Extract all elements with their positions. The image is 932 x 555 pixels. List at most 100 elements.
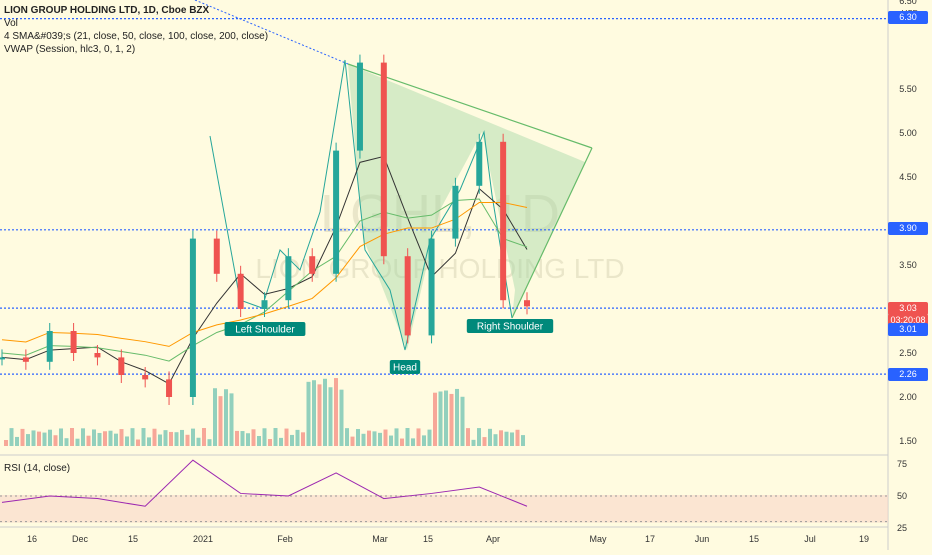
volume-bar xyxy=(367,430,371,446)
volume-bar xyxy=(141,428,146,446)
volume-bar xyxy=(251,429,256,446)
candle-body xyxy=(404,256,411,336)
volume-bar xyxy=(75,438,80,446)
volume-bar xyxy=(361,433,366,446)
time-tick-label: 16 xyxy=(27,534,37,544)
time-tick-label: May xyxy=(589,534,607,544)
volume-bar xyxy=(262,428,267,446)
symbol-title[interactable]: LION GROUP HOLDING LTD, 1D, Cboe BZX xyxy=(4,5,210,16)
right-shoulder-tag-text: Right Shoulder xyxy=(477,322,544,333)
time-tick-label: 15 xyxy=(749,534,759,544)
candle-body xyxy=(118,357,125,375)
volume-bar xyxy=(114,433,118,446)
volume-bar xyxy=(240,431,245,446)
candle-body xyxy=(166,379,173,397)
head-tag-text: Head xyxy=(393,363,417,374)
volume-bar xyxy=(224,389,228,446)
volume-bar xyxy=(130,428,135,446)
volume-bar xyxy=(268,439,272,446)
volume-bar xyxy=(37,431,41,446)
volume-bar xyxy=(482,437,487,446)
volume-bar xyxy=(53,435,58,446)
volume-bar xyxy=(196,437,201,446)
volume-bar xyxy=(9,428,14,446)
volume-bar xyxy=(471,439,476,446)
time-tick-label: Apr xyxy=(486,534,500,544)
level-badge-low-b: 2.26 xyxy=(888,368,928,381)
volume-bar xyxy=(422,435,426,446)
rsi-band xyxy=(0,495,888,523)
rsi-tick-label: 25 xyxy=(897,523,907,533)
volume-bar xyxy=(317,384,322,446)
volume-bar xyxy=(152,428,157,446)
volume-bar xyxy=(158,434,162,446)
volume-bar xyxy=(438,391,443,446)
volume-bar xyxy=(59,428,63,446)
volume-bar xyxy=(328,387,333,446)
sma-label[interactable]: 4 SMA&#039;s (21, close, 50, close, 100,… xyxy=(4,31,269,42)
volume-bar xyxy=(81,428,85,446)
rsi-label[interactable]: RSI (14, close) xyxy=(4,463,71,474)
volume-bar xyxy=(345,428,349,446)
neckline-top xyxy=(347,63,593,149)
time-tick-label: Jun xyxy=(695,534,710,544)
candle-body xyxy=(476,141,483,186)
volume-bar xyxy=(207,439,212,446)
candle-body xyxy=(46,331,53,362)
volume-bar xyxy=(163,430,168,446)
volume-bar xyxy=(334,378,338,446)
volume-bar xyxy=(378,432,382,446)
candle-body xyxy=(189,238,196,397)
volume-bar xyxy=(477,428,481,446)
volume-bar xyxy=(257,436,261,446)
volume-bar xyxy=(444,390,448,446)
volume-bar xyxy=(301,432,305,446)
rsi-tick-label: 75 xyxy=(897,459,907,469)
candle-body xyxy=(237,273,244,309)
price-tick-label: 2.50 xyxy=(899,348,917,358)
volume-bar xyxy=(125,436,129,446)
volume-bar xyxy=(48,429,52,446)
volume-bar xyxy=(488,428,492,446)
volume-bar xyxy=(136,439,140,446)
volume-bar xyxy=(466,428,470,446)
volume-bar xyxy=(70,428,74,446)
volume-bar xyxy=(119,429,124,446)
volume-bar xyxy=(169,431,173,446)
left-shoulder-tag-text: Left Shoulder xyxy=(235,325,295,336)
volume-bar xyxy=(339,389,344,446)
candle-body xyxy=(428,238,435,336)
volume-bar xyxy=(273,428,278,446)
volume-bar xyxy=(15,436,19,446)
volume-bar xyxy=(295,429,300,446)
volume-bar xyxy=(372,431,377,446)
head-tag-bg xyxy=(389,360,421,374)
volume-bar xyxy=(350,436,355,446)
vwap-label[interactable]: VWAP (Session, hlc3, 0, 1, 2) xyxy=(4,44,136,55)
price-tick-label: 6.50 xyxy=(899,0,917,6)
candle-body xyxy=(524,300,530,307)
volume-bar xyxy=(97,432,102,446)
volume-bar xyxy=(416,428,421,446)
volume-bar xyxy=(284,428,289,446)
candle-body xyxy=(0,357,5,360)
candle-body xyxy=(94,353,101,358)
level-badge-low-a: 3.01 xyxy=(888,323,928,336)
candle-body xyxy=(380,62,387,257)
volume-bar xyxy=(26,434,30,446)
volume-label[interactable]: Vol xyxy=(4,18,18,29)
volume-bar xyxy=(323,378,327,446)
time-tick-label: Dec xyxy=(72,534,89,544)
volume-bar xyxy=(400,438,404,446)
candle-body xyxy=(142,375,149,380)
volume-bar xyxy=(449,393,454,446)
volume-bar xyxy=(433,392,437,446)
head-tag: Head xyxy=(389,360,421,374)
price-tick-label: 5.50 xyxy=(899,84,917,94)
volume-bar xyxy=(202,428,206,446)
chart-legend: LION GROUP HOLDING LTD, 1D, Cboe BZX Vol… xyxy=(4,4,268,56)
left-shoulder-tag-bg xyxy=(224,322,306,336)
volume-bar xyxy=(411,438,415,446)
time-tick-label: 17 xyxy=(645,534,655,544)
